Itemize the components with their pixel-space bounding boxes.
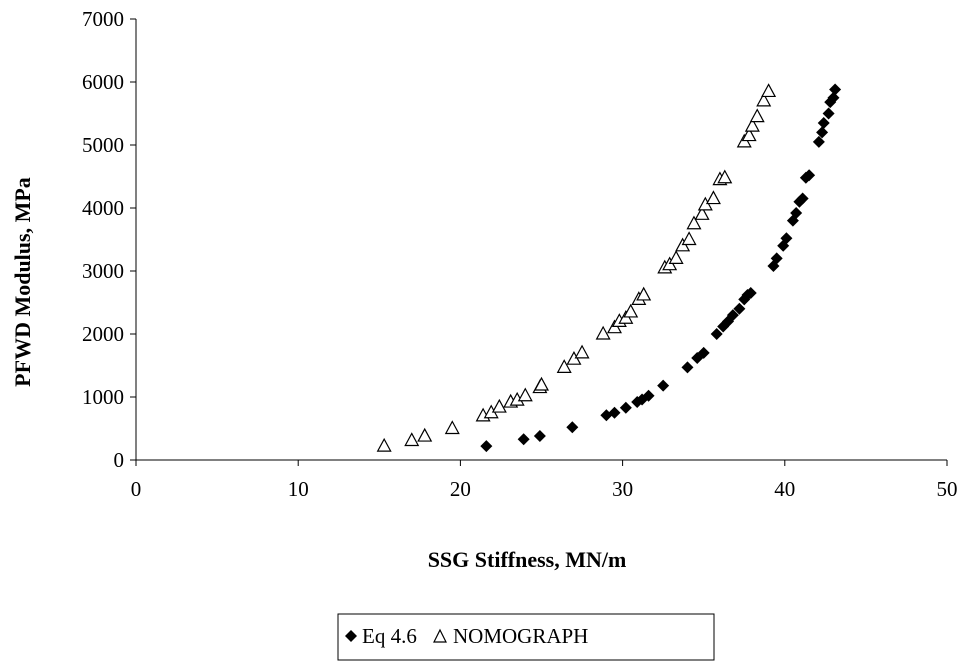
nomograph-point bbox=[533, 376, 550, 391]
nomograph-point bbox=[761, 83, 777, 98]
eq46-point bbox=[726, 309, 739, 322]
nomograph-point bbox=[417, 427, 433, 442]
eq46-point bbox=[803, 169, 816, 182]
nomograph-point bbox=[686, 215, 702, 230]
nomograph-point bbox=[636, 286, 652, 301]
nomograph-point bbox=[749, 108, 765, 123]
y-tick-label: 3000 bbox=[82, 259, 124, 283]
legend-nomograph-marker bbox=[433, 628, 447, 643]
nomograph-point bbox=[517, 387, 533, 402]
legend-box bbox=[337, 613, 715, 661]
eq46-point bbox=[744, 287, 757, 300]
x-tick-label: 0 bbox=[131, 477, 142, 501]
eq46-point bbox=[812, 135, 825, 148]
nomograph-point bbox=[595, 325, 611, 340]
eq46-point bbox=[827, 91, 840, 104]
legend-nomograph-label: NOMOGRAPH bbox=[453, 624, 588, 648]
eq46-point bbox=[822, 107, 835, 120]
nomograph-point bbox=[668, 250, 684, 264]
series-eq46 bbox=[480, 83, 842, 453]
x-tick-label: 20 bbox=[450, 477, 471, 501]
eq46-point bbox=[480, 440, 493, 453]
y-tick-label: 7000 bbox=[82, 7, 124, 31]
nomograph-point bbox=[741, 127, 757, 142]
y-tick-label: 1000 bbox=[82, 385, 124, 409]
eq46-point bbox=[533, 430, 546, 443]
nomograph-point bbox=[756, 92, 772, 107]
y-tick-label: 6000 bbox=[82, 70, 124, 94]
nomograph-point bbox=[444, 420, 460, 435]
nomograph-point bbox=[376, 437, 392, 452]
eq46-point bbox=[816, 126, 829, 139]
data-points bbox=[376, 83, 842, 453]
y-tick-label: 5000 bbox=[82, 133, 124, 157]
x-axis: 0 10 20 30 40 50 bbox=[131, 459, 958, 501]
nomograph-point bbox=[744, 117, 760, 132]
y-tick-label: 4000 bbox=[82, 196, 124, 220]
nomograph-point bbox=[623, 303, 639, 318]
x-axis-title: SSG Stiffness, MN/m bbox=[428, 547, 627, 572]
x-tick-label: 10 bbox=[288, 477, 309, 501]
legend: Eq 4.6 NOMOGRAPH bbox=[337, 613, 715, 661]
nomograph-point bbox=[681, 231, 697, 246]
y-axis: 0 1000 2000 3000 4000 5000 6000 7000 bbox=[82, 7, 137, 472]
nomograph-point bbox=[717, 169, 733, 184]
eq46-point bbox=[710, 328, 723, 340]
nomograph-point bbox=[705, 190, 721, 205]
x-tick-label: 40 bbox=[774, 477, 795, 501]
eq46-point bbox=[770, 252, 783, 265]
eq46-point bbox=[517, 433, 530, 446]
y-tick-label: 0 bbox=[114, 448, 125, 472]
eq46-point bbox=[796, 192, 809, 205]
eq46-point bbox=[642, 389, 655, 402]
legend-eq46-marker bbox=[345, 630, 357, 642]
y-axis-title: PFWD Modulus, MPa bbox=[10, 177, 35, 387]
series-nomograph bbox=[376, 83, 777, 452]
y-tick-label: 2000 bbox=[82, 322, 124, 346]
eq46-point bbox=[780, 232, 793, 245]
nomograph-point bbox=[574, 344, 590, 359]
legend-eq46-label: Eq 4.6 bbox=[362, 624, 417, 648]
eq46-point bbox=[733, 302, 746, 315]
eq46-point bbox=[657, 379, 670, 392]
eq46-point bbox=[790, 207, 803, 220]
eq46-point bbox=[829, 83, 842, 96]
eq46-point bbox=[681, 361, 694, 374]
nomograph-point bbox=[491, 398, 507, 413]
x-tick-label: 30 bbox=[612, 477, 633, 501]
eq46-point bbox=[619, 401, 632, 414]
eq46-point bbox=[817, 116, 830, 129]
nomograph-point bbox=[404, 432, 420, 447]
nomograph-point bbox=[694, 206, 710, 220]
eq46-point bbox=[608, 406, 621, 419]
nomograph-point bbox=[556, 359, 572, 373]
eq46-point bbox=[697, 346, 710, 359]
x-tick-label: 50 bbox=[937, 477, 958, 501]
eq46-point bbox=[566, 421, 579, 434]
